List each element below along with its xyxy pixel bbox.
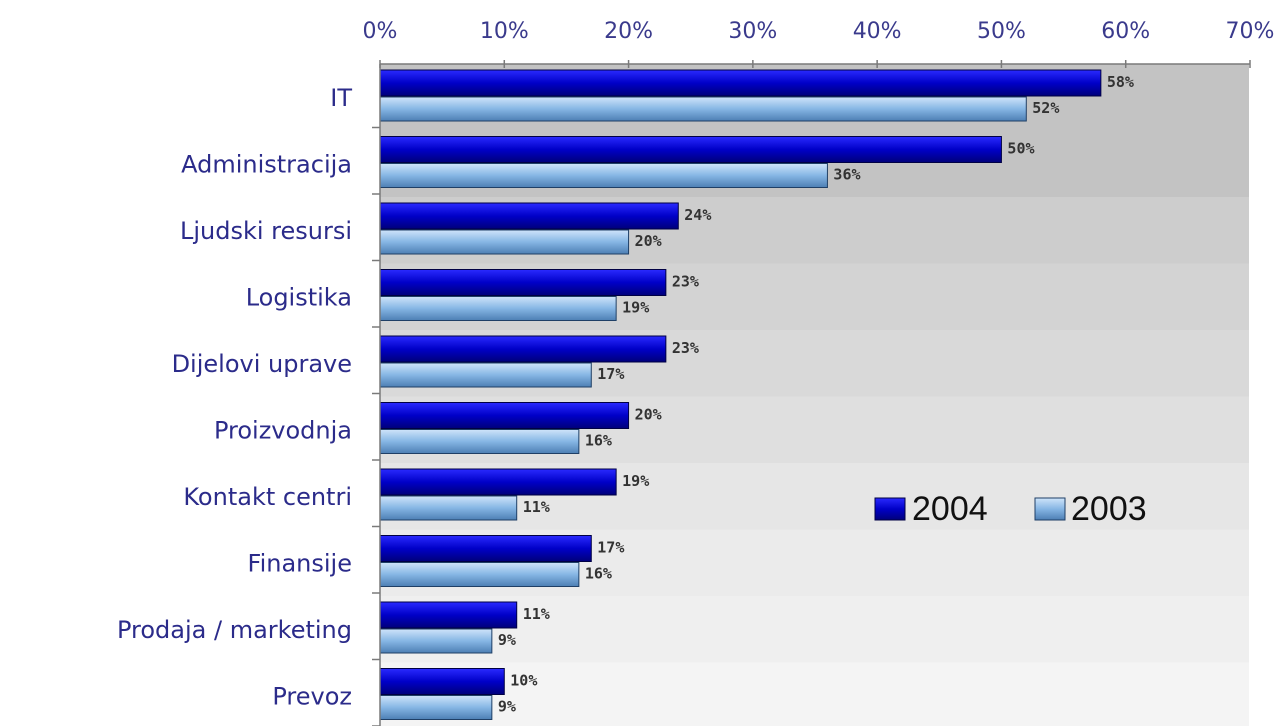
data-label-2004: 17% — [597, 539, 624, 557]
value-axis-tick-label: 60% — [1101, 19, 1150, 44]
bar-2004 — [379, 202, 679, 230]
right-margin — [1249, 0, 1282, 726]
plot-band — [380, 662, 1250, 726]
legend-label-2004: 2004 — [912, 490, 988, 528]
category-axis: IT Administracija Ljudski resursi Logistika… — [117, 64, 381, 726]
bar-2004 — [379, 468, 617, 496]
bar-2004 — [379, 69, 1102, 97]
data-label-2004: 58% — [1107, 73, 1134, 91]
category-label: Finansije — [248, 550, 352, 578]
category-label: Administracija — [181, 151, 352, 179]
bar-2003 — [379, 96, 1027, 122]
bar-2003 — [379, 362, 592, 388]
data-label-2003: 16% — [585, 432, 612, 450]
category-label: Kontakt centri — [183, 483, 352, 511]
value-axis-tick-label: 0% — [363, 19, 398, 44]
data-label-2003: 19% — [622, 299, 649, 317]
data-label-2004: 24% — [684, 206, 711, 224]
data-label-2003: 16% — [585, 565, 612, 583]
bar-2004 — [379, 601, 518, 629]
plot-band — [380, 596, 1250, 664]
category-label: Dijelovi uprave — [172, 350, 352, 378]
value-axis-tick-label: 70% — [1226, 19, 1275, 44]
legend-swatch-2003 — [1034, 497, 1066, 521]
value-axis-tick-label: 30% — [728, 19, 777, 44]
category-label: IT — [330, 84, 352, 112]
bar-2004 — [379, 335, 667, 363]
data-label-2004: 10% — [510, 672, 537, 690]
data-label-2004: 20% — [635, 406, 662, 424]
bar-2003 — [379, 429, 580, 454]
data-label-2004: 19% — [622, 472, 649, 490]
data-label-2003: 17% — [597, 365, 624, 383]
value-axis-tick-label: 50% — [977, 19, 1026, 44]
data-label-2003: 36% — [833, 166, 860, 184]
bar-2003 — [379, 695, 493, 720]
bar-2003 — [379, 628, 493, 654]
bar-2003 — [379, 163, 828, 188]
data-label-2004: 50% — [1007, 140, 1034, 158]
bar-2004 — [379, 136, 1002, 163]
bar-2003 — [379, 562, 580, 587]
data-label-2003: 52% — [1032, 99, 1059, 117]
data-label-2004: 11% — [523, 605, 550, 623]
data-label-2003: 9% — [498, 698, 516, 716]
bar-2004 — [379, 535, 592, 562]
value-axis-tick-label: 40% — [853, 19, 902, 44]
category-label: Ljudski resursi — [180, 217, 352, 245]
data-label-2003: 11% — [523, 498, 550, 516]
category-label: Prodaja / marketing — [117, 616, 352, 644]
bar-2003 — [379, 495, 518, 521]
value-axis-tick-label: 20% — [604, 19, 653, 44]
category-label: Proizvodnja — [214, 417, 352, 445]
legend-label-2003: 2003 — [1071, 490, 1147, 528]
bar-2004 — [379, 402, 630, 429]
legend: 2004 2003 — [874, 490, 1147, 528]
bar-2003 — [379, 229, 630, 255]
bar-2004 — [379, 269, 667, 296]
bars-group: 58% 52% 50% 36% 24% 20% 23% 19% 23% 17% 20% 16% 19% 1… — [379, 69, 1134, 720]
value-axis: 0% 10% 20% 30% 40% 50% 60% 70% — [363, 19, 1275, 68]
category-label: Prevoz — [272, 683, 352, 711]
category-label: Logistika — [246, 284, 352, 312]
data-label-2003: 20% — [635, 232, 662, 250]
bar-2003 — [379, 296, 617, 321]
data-label-2003: 9% — [498, 631, 516, 649]
data-label-2004: 23% — [672, 339, 699, 357]
value-axis-tick-label: 10% — [480, 19, 529, 44]
data-label-2004: 23% — [672, 273, 699, 291]
legend-swatch-2004 — [874, 497, 906, 521]
bar-2004 — [379, 668, 505, 695]
